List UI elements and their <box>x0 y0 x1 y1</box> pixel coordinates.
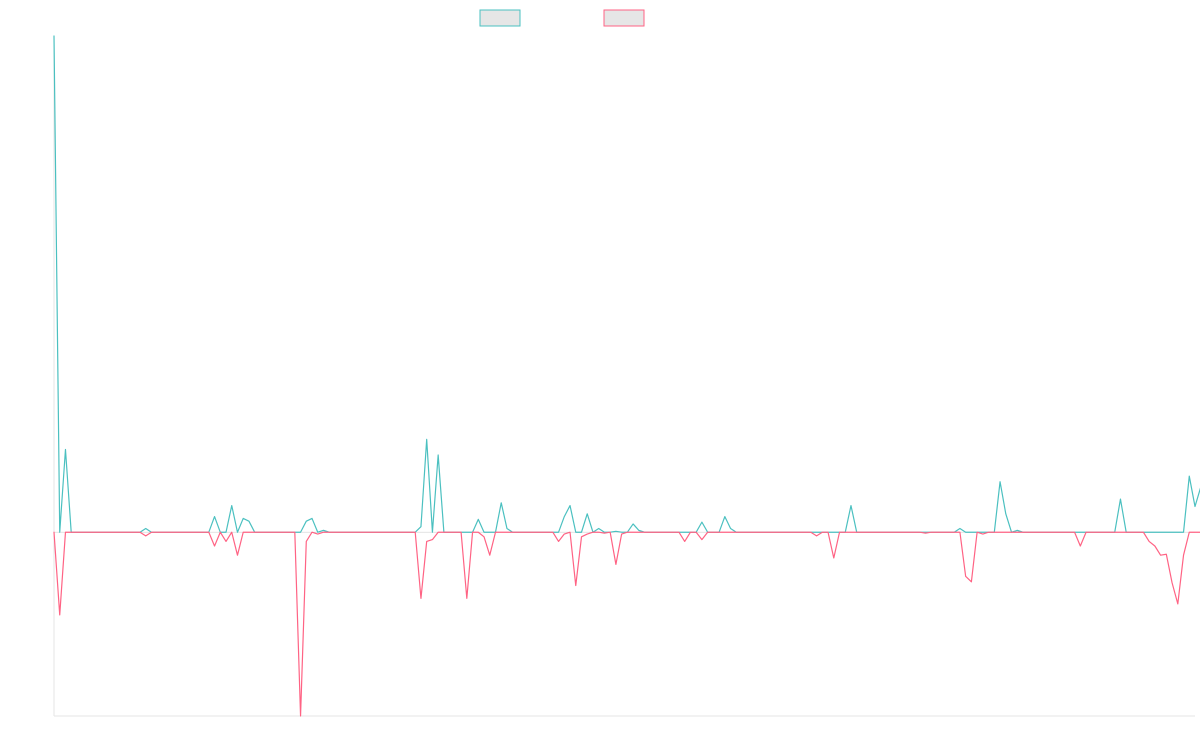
series-1-line <box>53 35 1200 533</box>
legend-swatch-2 <box>603 9 645 27</box>
legend-item-2 <box>603 9 645 27</box>
legend-item-1 <box>479 9 521 27</box>
legend <box>479 9 645 27</box>
axes <box>53 36 1195 717</box>
legend-swatch-1 <box>479 9 521 27</box>
series-2-line <box>53 531 1200 717</box>
plot-area <box>53 35 1200 717</box>
